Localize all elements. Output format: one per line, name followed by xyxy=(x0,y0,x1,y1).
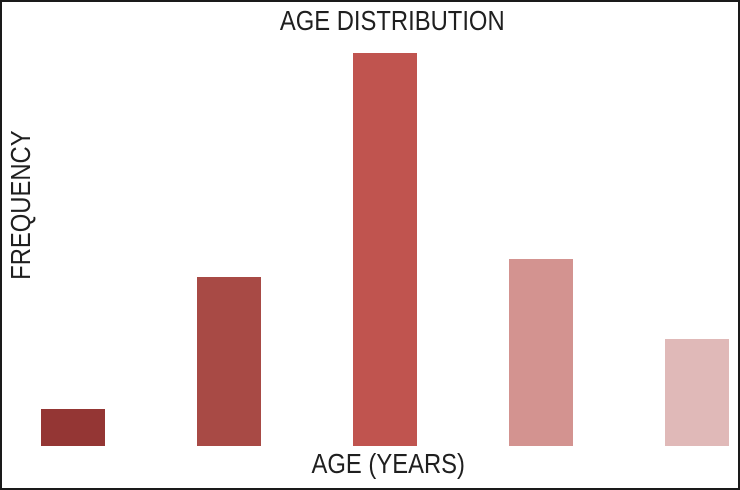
bar xyxy=(509,259,573,446)
x-axis-label: AGE (YEARS) xyxy=(311,448,465,479)
chart-title: AGE DISTRIBUTION xyxy=(279,5,505,36)
x-axis-label-row: AGE (YEARS) xyxy=(38,448,738,480)
bar xyxy=(665,339,729,446)
bar xyxy=(353,53,417,446)
chart-title-row: AGE DISTRIBUTION xyxy=(46,5,738,37)
bar xyxy=(41,409,105,446)
bar xyxy=(197,277,261,446)
